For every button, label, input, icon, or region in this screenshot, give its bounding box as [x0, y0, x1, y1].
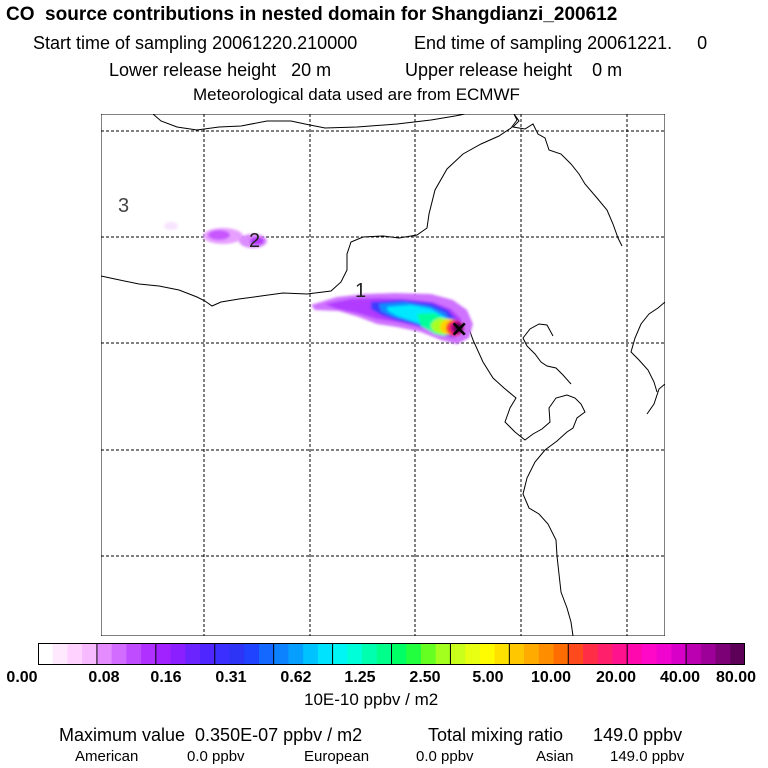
colorbar-cell	[641, 643, 658, 665]
colorbar-tick: 0.31	[215, 669, 247, 686]
receptor-marker: ×	[450, 317, 468, 342]
colorbar-tick: 0.62	[280, 669, 312, 686]
colorbar-cell	[538, 643, 554, 665]
plume-cell	[250, 237, 264, 245]
region-european-value: 0.0 ppbv	[416, 748, 474, 765]
colorbar-cell	[376, 643, 392, 665]
region-asian-name: Asian	[536, 748, 574, 765]
colorbar-cell	[244, 643, 260, 665]
colorbar-cell	[627, 643, 643, 665]
plume-cell	[453, 323, 463, 333]
colorbar-tick: 2.50	[409, 669, 441, 686]
colorbar-cell	[509, 643, 525, 665]
graticule	[101, 114, 665, 636]
colorbar-cell	[730, 643, 745, 665]
colorbar-cell	[317, 643, 333, 665]
border-line	[466, 322, 586, 636]
colorbar-tick: 10.00	[530, 669, 572, 686]
trajectory-label-1: 1	[355, 280, 366, 302]
colorbar-tick: 0.16	[150, 669, 182, 686]
map-panel: 3 2 1 ×	[101, 114, 665, 636]
colorbar-cell	[214, 643, 230, 665]
colorbar-tick: 1.25	[344, 669, 376, 686]
border-line	[511, 114, 623, 247]
colorbar-cell	[111, 643, 127, 665]
colorbar-cell	[82, 643, 98, 665]
maximum-value-label: Maximum value 0.350E-07 ppbv / m2	[59, 725, 363, 745]
colorbar-tick: 80.00	[715, 669, 757, 686]
colorbar-tick: 0.08	[88, 669, 120, 686]
colorbar-cell	[200, 643, 216, 665]
lower-release-label: Lower release height 20 m	[109, 60, 332, 80]
border-line	[101, 114, 518, 307]
colorbar-tick: 40.00	[659, 669, 701, 686]
colorbar-cell	[303, 643, 319, 665]
start-time-label: Start time of sampling 20061220.210000	[33, 33, 358, 53]
colorbar-frame	[38, 643, 745, 665]
colorbar-cell	[700, 643, 716, 665]
border-line	[152, 114, 466, 131]
colorbar-cell	[185, 643, 201, 665]
region-american-value: 0.0 ppbv	[187, 748, 245, 765]
colorbar-cell	[347, 643, 363, 665]
colorbar-cell	[465, 643, 481, 665]
trajectory-label-2: 2	[249, 230, 260, 252]
colorbar-cell	[67, 643, 83, 665]
colorbar-tick: 20.00	[595, 669, 637, 686]
region-asian-value: 149.0 ppbv	[610, 748, 685, 765]
plume-cell	[164, 222, 178, 230]
colorbar	[38, 643, 745, 665]
colorbar-cell	[391, 643, 407, 665]
colorbar-cell	[362, 643, 378, 665]
concentration-plume	[164, 222, 473, 344]
border-line	[646, 383, 665, 415]
colorbar-cell	[229, 643, 245, 665]
colorbar-cell	[38, 643, 54, 665]
colorbar-cell	[686, 643, 702, 665]
colorbar-cell	[568, 643, 584, 665]
colorbar-cell	[479, 643, 496, 665]
colorbar-cell	[656, 643, 672, 665]
colorbar-cell	[288, 643, 304, 665]
colorbar-cell	[553, 643, 569, 665]
colorbar-tick: 5.00	[472, 669, 504, 686]
region-european-name: European	[304, 748, 370, 765]
total-mixing-ratio-label: Total mixing ratio 149.0 ppbv	[428, 725, 683, 745]
colorbar-cell	[524, 643, 540, 665]
colorbar-cell	[273, 643, 289, 665]
colorbar-cells	[38, 643, 745, 665]
border-line	[522, 323, 572, 385]
colorbar-cell	[155, 643, 171, 665]
colorbar-cell	[141, 643, 157, 665]
colorbar-cell	[52, 643, 68, 665]
plume-cell	[208, 230, 230, 240]
colorbar-cell	[494, 643, 510, 665]
colorbar-cell	[582, 643, 599, 665]
border-lines	[101, 114, 665, 636]
colorbar-cell	[420, 643, 437, 665]
colorbar-cell	[96, 643, 113, 665]
colorbar-cell	[671, 643, 687, 665]
colorbar-units: 10E-10 ppbv / m2	[304, 690, 439, 709]
upper-release-label: Upper release height 0 m	[405, 60, 623, 80]
colorbar-cell	[258, 643, 275, 665]
colorbar-cell	[126, 643, 142, 665]
region-american-name: American	[75, 748, 139, 765]
met-data-label: Meteorological data used are from ECMWF	[193, 85, 520, 104]
border-line	[630, 301, 665, 393]
colorbar-cell	[170, 643, 186, 665]
colorbar-cell	[612, 643, 628, 665]
colorbar-cell	[406, 643, 422, 665]
colorbar-tick: 0.00	[6, 669, 38, 686]
colorbar-cell	[435, 643, 451, 665]
colorbar-cell	[450, 643, 466, 665]
colorbar-cell	[597, 643, 613, 665]
colorbar-cell	[332, 643, 348, 665]
plot-title: CO source contributions in nested domain…	[6, 4, 618, 25]
end-time-label: End time of sampling 20061221. 0	[414, 33, 708, 53]
trajectory-label-3: 3	[118, 195, 129, 217]
map-frame	[101, 114, 665, 636]
colorbar-cell	[715, 643, 731, 665]
